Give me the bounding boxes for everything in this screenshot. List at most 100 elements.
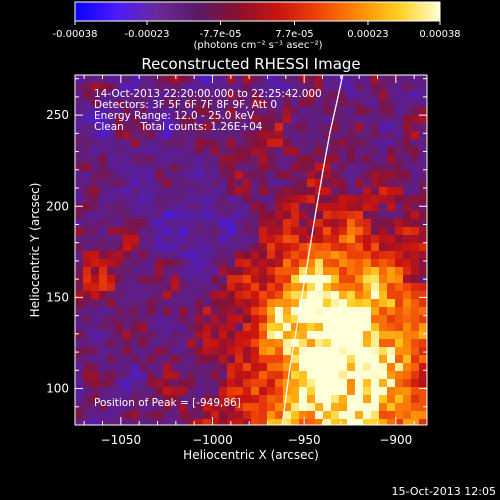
heatmap-cell — [283, 195, 292, 204]
heatmap-cell — [275, 347, 284, 356]
heatmap-cell — [347, 155, 356, 164]
heatmap-cell — [283, 147, 292, 156]
heatmap-cell — [195, 355, 204, 364]
heatmap-cell — [411, 195, 420, 204]
heatmap-cell — [323, 395, 332, 404]
heatmap-cell — [203, 307, 212, 316]
heatmap-cell — [243, 139, 252, 148]
heatmap-cell — [195, 139, 204, 148]
heatmap-cell — [355, 83, 364, 92]
heatmap-cell — [115, 315, 124, 324]
heatmap-cell — [419, 75, 427, 84]
heatmap-cell — [379, 339, 388, 348]
heatmap-cell — [379, 347, 388, 356]
heatmap-cell — [355, 179, 364, 188]
heatmap-cell — [139, 163, 148, 172]
heatmap-cell — [355, 259, 364, 268]
heatmap-cell — [379, 219, 388, 228]
heatmap-cell — [379, 235, 388, 244]
colorbar-tick-label: -7.7e-05 — [200, 29, 242, 40]
heatmap-cell — [323, 155, 332, 164]
heatmap-cell — [395, 83, 404, 92]
heatmap-cell — [91, 315, 100, 324]
heatmap-cell — [267, 283, 276, 292]
heatmap-cell — [347, 283, 356, 292]
heatmap-cell — [163, 251, 172, 260]
heatmap-cell — [203, 331, 212, 340]
heatmap-cell — [267, 419, 276, 425]
heatmap-cell — [275, 171, 284, 180]
heatmap-cell — [203, 179, 212, 188]
heatmap-cell — [403, 275, 412, 284]
heatmap-cell — [307, 275, 316, 284]
heatmap-cell — [187, 195, 196, 204]
heatmap-cell — [259, 75, 268, 84]
heatmap-cell — [411, 299, 420, 308]
heatmap-cell — [299, 355, 308, 364]
heatmap-cell — [179, 187, 188, 196]
heatmap-cell — [323, 243, 332, 252]
heatmap-cell — [275, 387, 284, 396]
heatmap-cell — [387, 203, 396, 212]
heatmap-cell — [299, 75, 308, 84]
heatmap-cell — [291, 339, 300, 348]
heatmap-cell — [187, 347, 196, 356]
heatmap-cell — [363, 131, 372, 140]
heatmap-cell — [363, 251, 372, 260]
heatmap-cell — [99, 331, 108, 340]
heatmap-cell — [387, 387, 396, 396]
heatmap-cell — [203, 219, 212, 228]
heatmap-cell — [403, 131, 412, 140]
heatmap-cell — [179, 211, 188, 220]
heatmap-cell — [379, 387, 388, 396]
heatmap-cell — [179, 363, 188, 372]
heatmap-cell — [267, 139, 276, 148]
heatmap-cell — [91, 171, 100, 180]
heatmap-cell — [211, 203, 220, 212]
heatmap-cell — [355, 211, 364, 220]
x-tick-label: −900 — [379, 433, 412, 447]
heatmap-cell — [331, 283, 340, 292]
heatmap-cell — [235, 323, 244, 332]
heatmap-cell — [155, 155, 164, 164]
heatmap-cell — [123, 395, 132, 404]
heatmap-cell — [291, 307, 300, 316]
heatmap-cell — [419, 235, 427, 244]
heatmap-cell — [363, 139, 372, 148]
heatmap-cell — [83, 387, 92, 396]
heatmap-cell — [75, 363, 84, 372]
heatmap-cell — [403, 163, 412, 172]
heatmap-cell — [283, 163, 292, 172]
heatmap-cell — [163, 355, 172, 364]
heatmap-cell — [339, 283, 348, 292]
heatmap-cell — [347, 347, 356, 356]
heatmap-cell — [395, 147, 404, 156]
heatmap-cell — [403, 307, 412, 316]
heatmap-cell — [411, 163, 420, 172]
heatmap-cell — [387, 315, 396, 324]
heatmap-cell — [363, 91, 372, 100]
heatmap-cell — [355, 411, 364, 420]
heatmap-cell — [243, 275, 252, 284]
heatmap-cell — [75, 203, 84, 212]
heatmap-cell — [131, 147, 140, 156]
heatmap-cell — [115, 347, 124, 356]
heatmap-cell — [395, 123, 404, 132]
heatmap-cell — [147, 403, 156, 412]
heatmap-cell — [291, 403, 300, 412]
heatmap-cell — [219, 347, 228, 356]
heatmap-cell — [363, 195, 372, 204]
heatmap-cell — [99, 115, 108, 124]
heatmap-cell — [275, 211, 284, 220]
heatmap-cell — [259, 251, 268, 260]
heatmap-cell — [275, 379, 284, 388]
heatmap-cell — [107, 83, 116, 92]
heatmap-cell — [123, 107, 132, 116]
heatmap-cell — [195, 227, 204, 236]
heatmap-cell — [235, 139, 244, 148]
heatmap-cell — [363, 227, 372, 236]
heatmap-cell — [291, 91, 300, 100]
heatmap-cell — [387, 235, 396, 244]
heatmap-cell — [219, 99, 228, 108]
heatmap-cell — [227, 171, 236, 180]
